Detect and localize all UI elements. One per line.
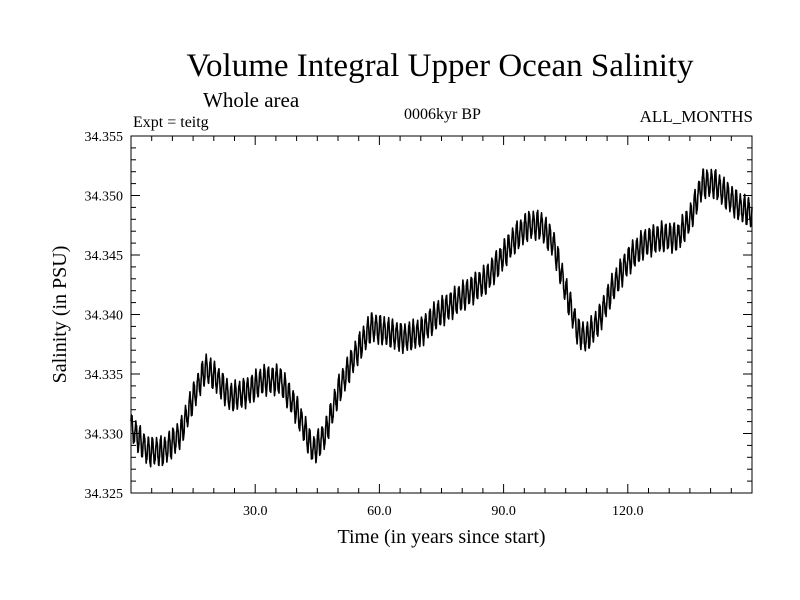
x-axis-title: Time (in years since start) xyxy=(337,526,545,548)
y-tick-label: 34.350 xyxy=(85,190,124,205)
period-label: 0006kyr BP xyxy=(404,106,481,123)
ticks-layer: 34.325 34.330 34.335 34.340 34.345 34.350 34.3… xyxy=(85,130,752,519)
x-tick-label: 60.0 xyxy=(367,504,392,519)
y-axis-title: Salinity (in PSU) xyxy=(49,246,71,384)
chart-subtitle: Whole area xyxy=(203,88,300,112)
chart-title: Volume Integral Upper Ocean Salinity xyxy=(186,48,694,84)
x-tick-label: 30.0 xyxy=(243,504,268,519)
months-label: ALL_MONTHS xyxy=(639,107,753,126)
y-tick-label: 34.355 xyxy=(85,130,124,145)
y-tick-label: 34.340 xyxy=(85,309,124,324)
y-tick-label: 34.330 xyxy=(85,428,124,443)
series-layer xyxy=(130,168,753,468)
y-tick-label: 34.335 xyxy=(85,368,124,383)
x-tick-label: 90.0 xyxy=(491,504,516,519)
y-tick-label: 34.325 xyxy=(85,487,124,502)
x-tick-label: 120.0 xyxy=(612,504,644,519)
plot-frame xyxy=(130,135,753,494)
experiment-label: Expt = teitg xyxy=(133,114,209,131)
salinity-series-line xyxy=(130,168,753,468)
y-tick-label: 34.345 xyxy=(85,249,124,264)
